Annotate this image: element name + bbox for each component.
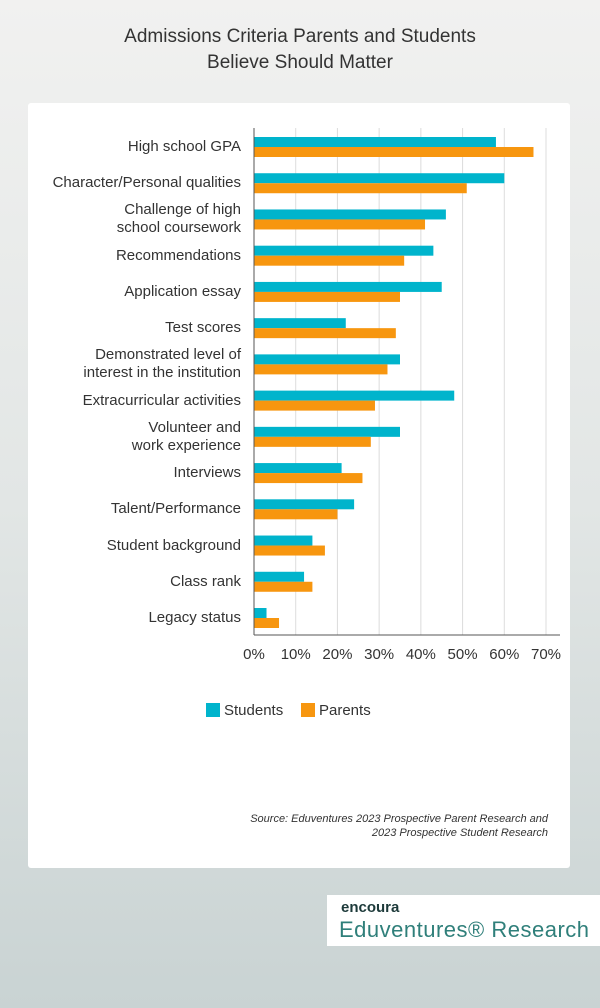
category-label: Talent/Performance: [110, 500, 241, 518]
category-label: Application essay: [124, 282, 241, 300]
category-label: Volunteer and work experience: [131, 418, 241, 454]
bar: [254, 400, 375, 411]
x-tick-label: 10%: [281, 646, 311, 663]
category-label: Test scores: [165, 319, 241, 337]
bar: [254, 364, 388, 375]
bar: [254, 509, 338, 520]
x-tick-label: 20%: [322, 646, 352, 663]
category-label: Legacy status: [148, 609, 241, 626]
bar: [254, 291, 400, 302]
bar: [254, 463, 342, 474]
bar: [254, 499, 355, 510]
legend-label: Parents: [319, 702, 371, 719]
logo: encoura Eduventures® Research: [327, 895, 600, 946]
category-label: Demonstrated level of interest in the in…: [83, 346, 241, 382]
legend-swatch: [206, 703, 220, 717]
bar: [254, 209, 446, 220]
category-label: Recommendations: [115, 246, 241, 264]
x-tick-label: 70%: [531, 646, 561, 663]
bar: [254, 147, 534, 157]
category-label: Interviews: [173, 464, 241, 482]
legend-swatch: [301, 703, 315, 717]
bar: [254, 245, 434, 256]
bar: [254, 436, 371, 447]
source-note: Source: Eduventures 2023 Prospective Par…: [250, 813, 548, 839]
x-tick-label: 30%: [364, 646, 394, 663]
bar: [254, 608, 267, 618]
bar: [254, 618, 280, 628]
logo-brand: encoura: [341, 899, 400, 916]
bar: [254, 535, 313, 546]
category-label: High school GPA: [127, 138, 241, 155]
bar: [254, 571, 305, 582]
x-tick-label: 40%: [406, 646, 436, 663]
x-tick-label: 60%: [489, 646, 519, 663]
category-label: Extracurricular activities: [82, 391, 241, 409]
bar: [254, 137, 496, 147]
bar: [254, 183, 467, 194]
bar: [254, 328, 396, 339]
bar: [254, 219, 426, 230]
logo-product: Eduventures® Research: [339, 917, 590, 942]
bar: [254, 173, 505, 184]
category-label: Student background: [106, 536, 241, 554]
category-label: Challenge of high school coursework: [116, 201, 241, 237]
bar: [254, 281, 442, 292]
bar: [254, 318, 346, 329]
x-tick-label: 0%: [243, 646, 265, 663]
category-label: Character/Personal qualities: [52, 174, 241, 192]
bar: [254, 545, 325, 556]
bar: [254, 581, 313, 592]
bar: [254, 390, 455, 401]
card: [28, 103, 570, 868]
bar: [254, 473, 363, 484]
bar: [254, 426, 400, 437]
bar: [254, 255, 405, 266]
bar: [254, 354, 400, 365]
x-tick-label: 50%: [448, 646, 478, 663]
legend-label: Students: [224, 702, 283, 719]
chart-title: Admissions Criteria Parents and Students…: [124, 26, 476, 73]
category-label: Class rank: [170, 572, 241, 590]
